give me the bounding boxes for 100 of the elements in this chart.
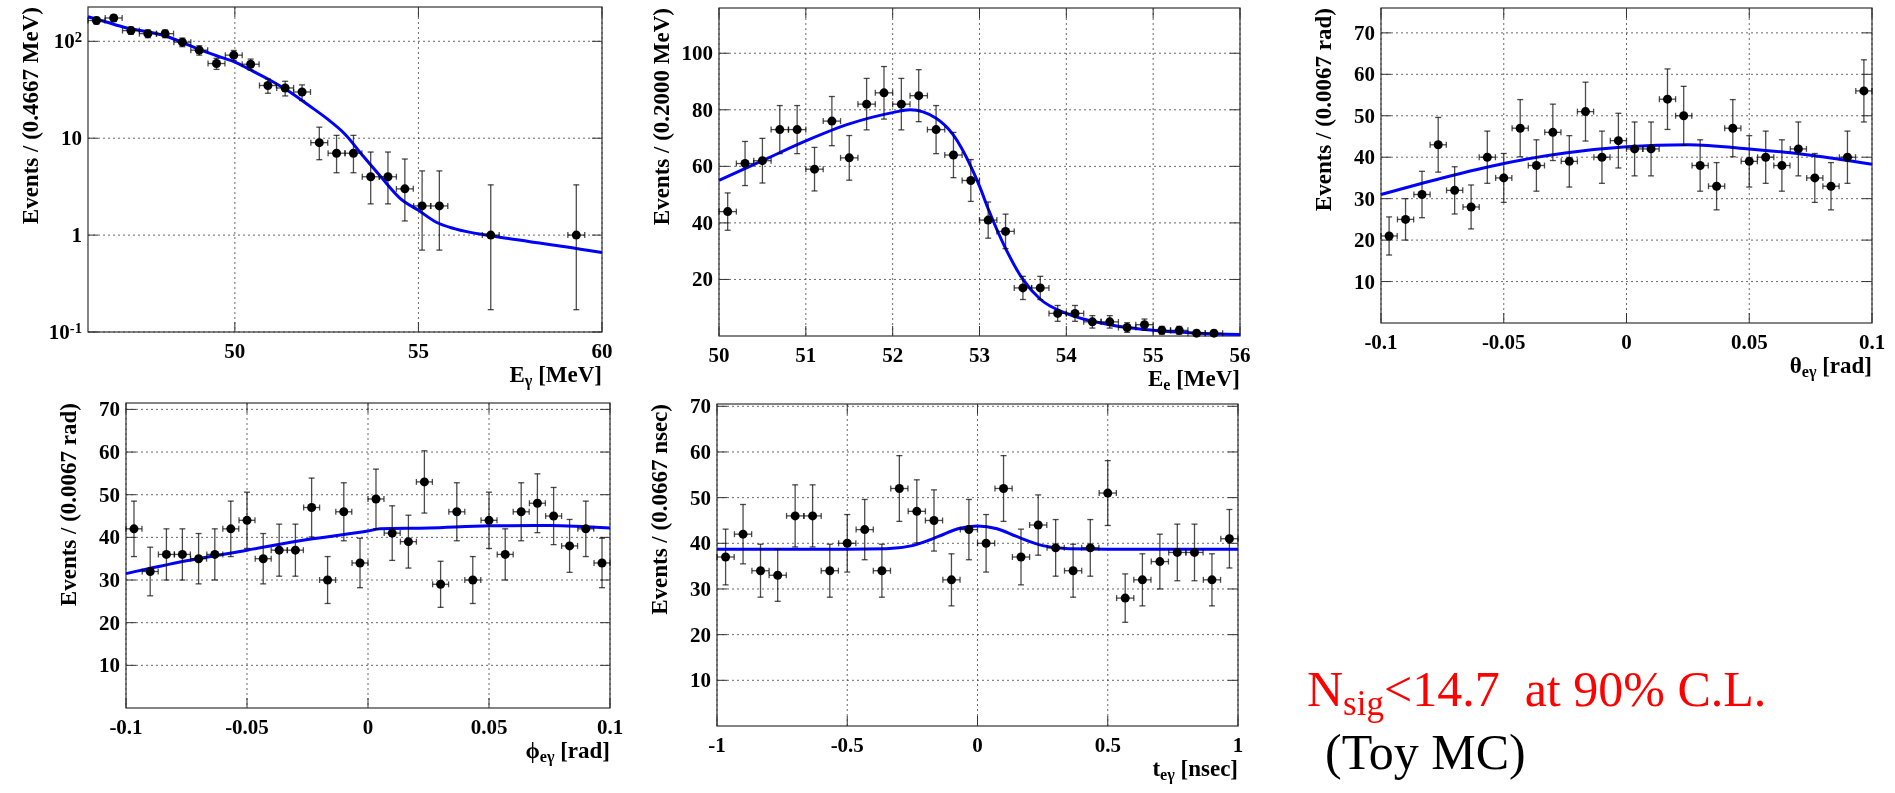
- point: [226, 524, 236, 534]
- point: [946, 575, 956, 585]
- point: [1051, 543, 1061, 553]
- point: [274, 545, 284, 555]
- point: [1859, 86, 1869, 96]
- y-tick-label: 50: [1354, 103, 1375, 128]
- point: [1826, 181, 1836, 191]
- y-tick-label: 40: [692, 210, 713, 235]
- x-tick-label: 0: [362, 715, 374, 739]
- y-tick-label: 60: [690, 439, 711, 464]
- point: [314, 138, 324, 148]
- point: [1001, 226, 1011, 236]
- x-tick-label: -0.5: [830, 733, 864, 757]
- x-tick-label: 53: [969, 343, 990, 367]
- y-tick-label: 80: [692, 97, 713, 122]
- y-axis-title: Events / (0.2000 MeV): [649, 8, 674, 226]
- point: [1515, 123, 1525, 133]
- y-tick-label: 20: [1354, 228, 1375, 253]
- point: [1744, 156, 1754, 166]
- y-tick-label: 100: [681, 41, 713, 66]
- y-tick-label: 50: [99, 482, 120, 507]
- y-tick-label: 40: [99, 525, 120, 550]
- point: [1793, 144, 1803, 154]
- point: [1646, 144, 1656, 154]
- point: [721, 552, 731, 562]
- point: [1679, 111, 1689, 121]
- point: [258, 554, 268, 564]
- point: [1137, 575, 1147, 585]
- point: [1761, 152, 1771, 162]
- point: [790, 511, 800, 521]
- point: [981, 538, 991, 548]
- point: [1564, 156, 1574, 166]
- point: [339, 507, 349, 517]
- point: [145, 567, 155, 576]
- point: [1433, 140, 1443, 150]
- x-tick-label: 56: [1229, 343, 1251, 367]
- x-axis-title: ϕ$_{eγ}$ [rad]: [525, 738, 610, 766]
- y-tick-label: 70: [99, 397, 120, 422]
- x-tick-label: 50: [708, 343, 730, 367]
- point: [194, 554, 204, 564]
- point: [1450, 185, 1460, 195]
- point: [434, 201, 444, 211]
- point: [1155, 557, 1165, 567]
- y-tick-label: 30: [690, 576, 711, 601]
- point: [177, 549, 187, 559]
- point: [879, 88, 889, 98]
- point: [532, 498, 542, 508]
- point: [1712, 181, 1722, 191]
- y-tick-label: 20: [99, 610, 120, 635]
- point: [332, 148, 342, 158]
- point: [914, 91, 924, 101]
- point: [161, 549, 171, 559]
- x-tick-label: -0.1: [109, 715, 143, 739]
- point: [1548, 127, 1558, 137]
- y-tick-label: 50: [690, 485, 711, 510]
- x-tick-label: 52: [882, 343, 904, 367]
- y-tick-label: 70: [1354, 20, 1375, 45]
- point: [500, 549, 510, 559]
- line-series: [715, 524, 1240, 551]
- point: [723, 207, 733, 217]
- point: [931, 125, 941, 135]
- point: [383, 172, 393, 182]
- x-tick-label: 55: [1142, 343, 1164, 367]
- x-tick-label: 0.1: [596, 715, 624, 739]
- point: [242, 515, 252, 525]
- point: [1085, 543, 1095, 553]
- x-tick-label: 0: [1621, 330, 1632, 354]
- x-axis-title: E$_{e}$ [MeV]: [1147, 366, 1240, 393]
- point: [740, 159, 750, 169]
- point: [983, 215, 993, 225]
- y-tick-label: 1: [71, 223, 82, 248]
- point: [371, 494, 381, 504]
- text: (Toy MC): [1325, 724, 1526, 780]
- x-tick-label: 0.1: [1858, 330, 1886, 354]
- point: [1120, 593, 1130, 603]
- x-tick-label: -0.1: [1364, 330, 1398, 354]
- y-axis-title: Events / (0.0667 nsec): [647, 404, 672, 615]
- point: [1401, 214, 1411, 224]
- y-tick-label: 10: [1354, 269, 1375, 294]
- point: [400, 184, 410, 194]
- point: [894, 484, 904, 493]
- point: [468, 575, 478, 585]
- point: [387, 528, 397, 538]
- point: [808, 511, 818, 521]
- point: [825, 566, 835, 576]
- point: [1207, 575, 1217, 585]
- point: [1103, 488, 1113, 498]
- point: [757, 156, 767, 166]
- line-series: [1379, 143, 1874, 197]
- x-tick-label: -0.05: [225, 715, 269, 739]
- point: [1499, 173, 1509, 183]
- x-tick-label: 51: [795, 343, 817, 367]
- point: [565, 541, 575, 551]
- point: [549, 511, 559, 521]
- point: [323, 575, 333, 585]
- point: [827, 116, 837, 126]
- y-tick-label: 40: [690, 531, 711, 556]
- point: [280, 83, 290, 93]
- point: [1630, 144, 1640, 154]
- point: [999, 484, 1009, 493]
